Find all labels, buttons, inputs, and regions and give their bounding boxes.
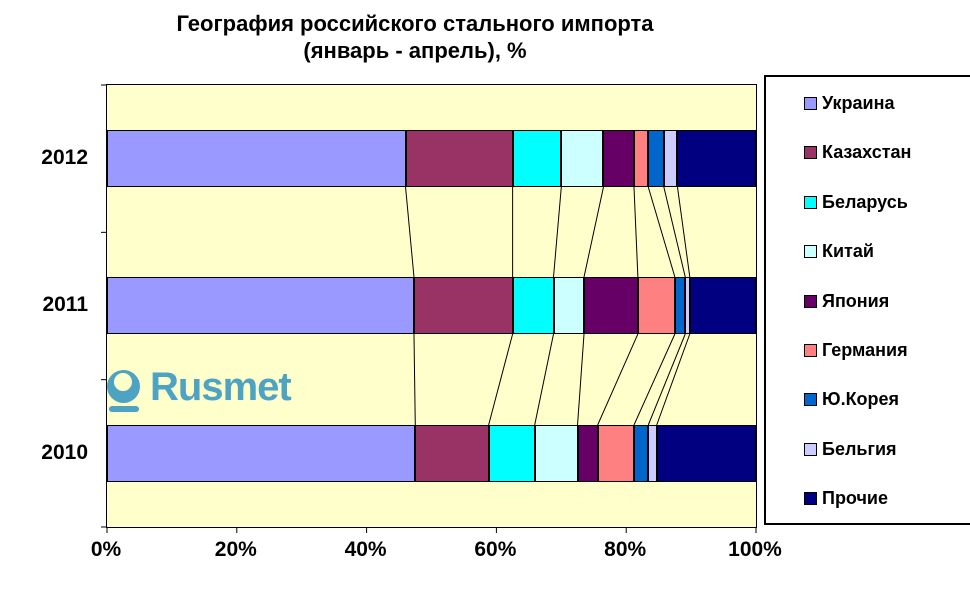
bar-segment-2010-Прочие [656,425,756,482]
bar-segment-2011-Украина [107,277,414,334]
connector-line [534,333,555,426]
legend-label: Бельгия [822,438,897,459]
bar-segment-2011-Казахстан [413,277,513,334]
x-tick-label-0%: 0% [90,538,122,561]
legend-swatch-icon [804,343,817,357]
legend-label: Ю.Корея [822,389,900,410]
connector-line [583,186,604,278]
bar-segment-2010-Беларусь [488,425,535,482]
legend-item-Прочие: Прочие [804,488,970,509]
legend-item-Бельгия: Бельгия [804,439,970,460]
legend-swatch-icon [804,442,817,456]
legend-swatch-icon [804,195,817,209]
bar-segment-2011-Германия [637,277,675,334]
legend-swatch-icon [804,245,817,259]
legend-label: Китай [822,241,874,262]
bar-segment-2010-Казахстан [415,425,489,482]
connector-line [597,333,639,426]
series-connector-lines [101,84,757,533]
bar-segment-2012-Япония [603,130,634,187]
connector-line [553,186,562,278]
chart-title: География российского стального импорта … [100,10,730,64]
bar-segment-2011-Япония [584,277,638,334]
legend-swatch-icon [804,492,817,505]
bar-segment-2010-Украина [107,425,416,482]
bar-segment-2012-Германия [633,130,649,187]
x-tick-label-20%: 20% [214,538,257,561]
legend-item-Украина: Украина [804,93,970,114]
chart-title-line1: География российского стального импорта [176,11,654,36]
legend-item-Казахстан: Казахстан [804,142,970,163]
legend-item-Япония: Япония [804,291,970,312]
rusmet-logo-text: Rusmet [150,365,292,409]
rusmet-watermark: Rusmet [107,365,292,417]
bar-segment-2010-Япония [577,425,598,482]
x-tick-label-100%: 100% [728,538,782,561]
connector-line [405,186,415,278]
rusmet-logo-base [109,406,139,412]
bar-segment-2012-Прочие [677,130,756,187]
bar-row-2010 [107,425,756,482]
chart-title-line2: (январь - апрель), % [303,38,527,63]
bar-segment-2010-Китай [534,425,578,482]
legend-item-Беларусь: Беларусь [804,192,970,213]
bar-segment-2011-Китай [553,277,584,334]
legend-item-Ю.Корея: Ю.Корея [804,389,970,410]
bar-segment-2011-Ю.Корея [674,277,686,334]
legend-label: Германия [822,339,908,360]
connector-line [656,333,691,426]
bar-segment-2011-Прочие [689,277,756,334]
bar-segment-2011-Беларусь [512,277,554,334]
legend-swatch-icon [804,146,817,160]
x-tick-label-80%: 80% [604,538,647,561]
legend-label: Украина [822,93,895,113]
connector-line [633,186,639,278]
bar-segment-2010-Германия [597,425,634,482]
bar-row-2011 [107,277,756,334]
legend-label: Беларусь [822,191,908,212]
bar-segment-2012-Китай [561,130,604,187]
connector-line [577,333,585,426]
year-label-2011: 2011 [42,292,88,316]
legend-label: Япония [822,290,890,311]
legend-swatch-icon [804,294,817,308]
rusmet-logo-icon-hole [114,373,132,391]
connector-line [647,186,676,278]
bar-row-2012 [107,130,756,187]
legend-swatch-icon [804,97,817,110]
bar-segment-2011-Бельгия [685,277,690,334]
legend-item-Китай: Китай [804,241,970,262]
connector-line [663,186,686,278]
legend-label: Прочие [822,488,889,508]
connector-line [647,333,686,426]
connector-line [488,333,514,426]
x-tick-label-60%: 60% [474,538,517,561]
connector-line [413,333,416,426]
bar-segment-2012-Украина [107,130,406,187]
bar-segment-2010-Бельгия [648,425,657,482]
legend: Украина Казахстан Беларусь Китай Япония Герма… [764,75,970,525]
x-tick-label-40%: 40% [344,538,387,561]
bar-segment-2012-Ю.Корея [648,130,664,187]
legend-swatch-icon [804,393,817,407]
rusmet-logo-icon [107,370,140,403]
bar-segment-2012-Казахстан [405,130,513,187]
connector-line [633,333,676,426]
legend-item-Германия: Германия [804,340,970,361]
year-label-2012: 2012 [41,145,88,169]
connector-line [676,186,691,278]
bar-segment-2012-Бельгия [663,130,678,187]
bar-segment-2010-Ю.Корея [633,425,649,482]
legend-label: Казахстан [822,142,912,163]
bar-segment-2012-Беларусь [512,130,562,187]
year-label-2010: 2010 [41,440,88,464]
plot-area: Rusmet [101,84,757,533]
